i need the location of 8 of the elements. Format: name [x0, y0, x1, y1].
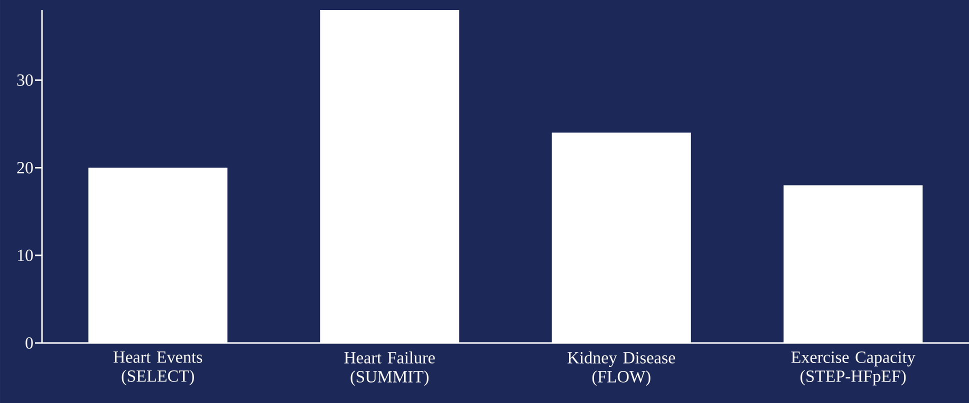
y-tick-label: 10	[18, 250, 33, 262]
x-tick-label: Heart Failure (SUMMIT)	[344, 352, 435, 386]
y-tick-label: 30	[17, 74, 33, 86]
y-tick-label: 20	[17, 162, 33, 174]
x-tick-label: Kidney Disease (FLOW)	[568, 352, 676, 386]
x-tick-label: Heart Events (SELECT)	[114, 352, 202, 386]
x-tick-label: Exercise Capacity (STEP-HFpEF)	[791, 352, 916, 386]
y-tick-label: 0	[26, 337, 33, 349]
